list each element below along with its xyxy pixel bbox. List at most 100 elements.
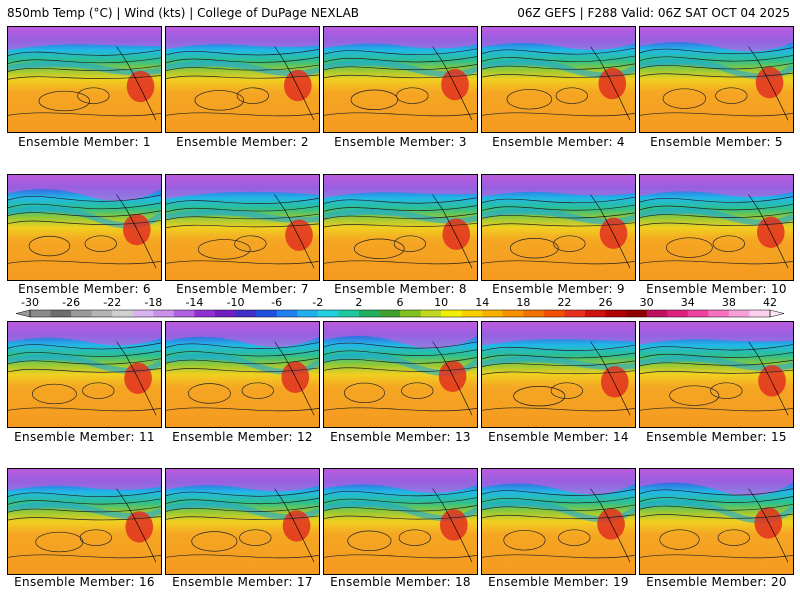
colorbar-tick-label: -2 <box>312 296 324 309</box>
colorbar-tick-label: 6 <box>396 296 404 309</box>
colorbar-tick-label: -30 <box>21 296 39 309</box>
ensemble-member-label: Ensemble Member: 14 <box>488 430 629 444</box>
colorbar-tick-label: -26 <box>62 296 81 309</box>
ensemble-member-label: Ensemble Member: 5 <box>650 135 783 149</box>
ensemble-map-7 <box>165 174 320 281</box>
ensemble-member-label: Ensemble Member: 6 <box>18 282 151 296</box>
temperature-colorbar <box>15 309 785 318</box>
ensemble-map-19 <box>481 468 636 575</box>
colorbar-swatch <box>50 310 72 317</box>
colorbar-tick-label: 38 <box>721 296 736 309</box>
colorbar-swatch <box>256 310 278 317</box>
colorbar-swatch <box>215 310 237 317</box>
colorbar-tick-label: -10 <box>226 296 245 309</box>
colorbar-swatch <box>728 310 750 317</box>
ensemble-map-14 <box>481 321 636 428</box>
colorbar-tick-label: -18 <box>144 296 163 309</box>
colorbar-tick-label: 2 <box>355 296 363 309</box>
colorbar-swatch <box>708 310 730 317</box>
ensemble-map-12 <box>165 321 320 428</box>
colorbar-swatch <box>379 310 401 317</box>
colorbar-swatch <box>605 310 627 317</box>
ensemble-map-20 <box>639 468 794 575</box>
colorbar-tick-label: 10 <box>434 296 449 309</box>
colorbar-tick-label: -14 <box>185 296 204 309</box>
ensemble-map-5 <box>639 26 794 133</box>
ensemble-map-18 <box>323 468 478 575</box>
colorbar-swatch <box>358 310 380 317</box>
ensemble-member-label: Ensemble Member: 3 <box>334 135 467 149</box>
colorbar-tick-label: 18 <box>516 296 531 309</box>
colorbar-swatch <box>564 310 586 317</box>
colorbar-swatch <box>317 310 339 317</box>
colorbar-swatch <box>153 310 175 317</box>
colorbar-swatch <box>91 310 113 317</box>
colorbar-swatch <box>235 310 257 317</box>
colorbar-swatch <box>400 310 422 317</box>
colorbar-swatch <box>338 310 360 317</box>
ensemble-map-16 <box>7 468 162 575</box>
colorbar-max-arrow <box>769 309 785 318</box>
colorbar-swatch <box>667 310 689 317</box>
colorbar-tick-label: 22 <box>557 296 572 309</box>
ensemble-map-2 <box>165 26 320 133</box>
ensemble-map-1 <box>7 26 162 133</box>
colorbar-swatch <box>297 310 319 317</box>
ensemble-member-label: Ensemble Member: 4 <box>492 135 625 149</box>
map-title: 850mb Temp (°C) | Wind (kts) | College o… <box>7 6 360 20</box>
colorbar-tick-label: -22 <box>103 296 122 309</box>
colorbar-tick-label: 34 <box>680 296 695 309</box>
colorbar-swatch <box>585 310 607 317</box>
colorbar-swatch <box>687 310 709 317</box>
ensemble-member-label: Ensemble Member: 18 <box>330 575 471 589</box>
ensemble-member-label: Ensemble Member: 1 <box>18 135 151 149</box>
colorbar-tick-label: 26 <box>598 296 613 309</box>
ensemble-member-label: Ensemble Member: 9 <box>492 282 625 296</box>
model-run-info: 06Z GEFS | F288 Valid: 06Z SAT OCT 04 20… <box>517 6 790 20</box>
ensemble-map-4 <box>481 26 636 133</box>
ensemble-member-label: Ensemble Member: 10 <box>646 282 787 296</box>
ensemble-member-label: Ensemble Member: 19 <box>488 575 629 589</box>
colorbar-swatch <box>420 310 442 317</box>
ensemble-map-13 <box>323 321 478 428</box>
ensemble-member-label: Ensemble Member: 13 <box>330 430 471 444</box>
ensemble-member-label: Ensemble Member: 15 <box>646 430 787 444</box>
ensemble-member-label: Ensemble Member: 2 <box>176 135 309 149</box>
ensemble-member-label: Ensemble Member: 20 <box>646 575 787 589</box>
colorbar-swatch <box>441 310 463 317</box>
colorbar-min-arrow <box>15 309 31 318</box>
colorbar-swatch <box>30 310 52 317</box>
colorbar-swatch <box>646 310 668 317</box>
colorbar-swatch <box>543 310 565 317</box>
ensemble-map-6 <box>7 174 162 281</box>
colorbar-swatch <box>112 310 134 317</box>
colorbar-tick-label: 42 <box>763 296 777 309</box>
colorbar-swatch <box>461 310 483 317</box>
ensemble-map-3 <box>323 26 478 133</box>
colorbar-swatch <box>626 310 648 317</box>
colorbar-swatch <box>523 310 545 317</box>
colorbar-tick-label: 30 <box>639 296 654 309</box>
ensemble-member-label: Ensemble Member: 16 <box>14 575 155 589</box>
ensemble-member-label: Ensemble Member: 17 <box>172 575 313 589</box>
colorbar-tick-label: 14 <box>475 296 490 309</box>
colorbar-swatch <box>132 310 154 317</box>
ensemble-map-17 <box>165 468 320 575</box>
ensemble-member-label: Ensemble Member: 8 <box>334 282 467 296</box>
ensemble-member-label: Ensemble Member: 11 <box>14 430 155 444</box>
ensemble-member-label: Ensemble Member: 12 <box>172 430 313 444</box>
colorbar-swatch <box>276 310 298 317</box>
ensemble-map-9 <box>481 174 636 281</box>
colorbar-swatch <box>502 310 524 317</box>
ensemble-map-15 <box>639 321 794 428</box>
colorbar-tick-label: -6 <box>271 296 283 309</box>
ensemble-map-8 <box>323 174 478 281</box>
colorbar-swatch <box>194 310 216 317</box>
ensemble-member-label: Ensemble Member: 7 <box>176 282 309 296</box>
colorbar-swatch <box>173 310 195 317</box>
ensemble-map-10 <box>639 174 794 281</box>
colorbar-swatch <box>482 310 504 317</box>
colorbar-swatch <box>71 310 93 317</box>
ensemble-map-11 <box>7 321 162 428</box>
colorbar-swatch <box>749 310 771 317</box>
